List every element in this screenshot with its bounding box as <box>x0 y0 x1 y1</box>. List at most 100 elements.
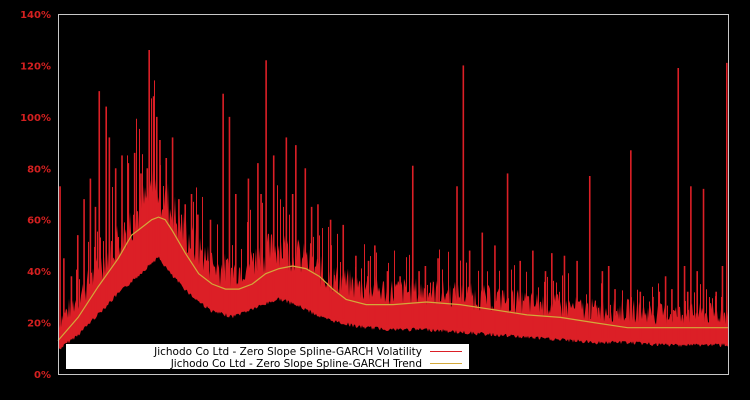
volatility-spike <box>376 252 377 324</box>
volatility-spike <box>437 258 439 326</box>
volatility-spike <box>232 245 233 313</box>
volatility-spike <box>456 186 458 328</box>
volatility-spike <box>228 116 231 312</box>
volatility-spike <box>197 214 199 296</box>
volatility-spike <box>217 224 218 309</box>
volatility-spike <box>94 206 97 314</box>
volatility-spike <box>329 219 332 316</box>
volatility-spike <box>374 245 376 324</box>
volatility-spike <box>424 288 425 326</box>
volatility-spike <box>586 294 587 338</box>
volatility-spike <box>481 232 484 330</box>
volatility-spike <box>411 165 414 326</box>
volatility-spike <box>607 266 610 338</box>
volatility-spike <box>146 168 149 264</box>
volatility-spike <box>222 93 224 310</box>
volatility-spike <box>478 270 479 330</box>
volatility-spikes <box>58 50 728 346</box>
volatility-spike <box>667 305 668 341</box>
volatility-spike <box>685 301 686 341</box>
volatility-spike <box>514 265 515 332</box>
volatility-spike <box>108 137 111 300</box>
volatility-spike <box>76 235 79 332</box>
volatility-spike <box>328 226 329 316</box>
volatility-spike <box>277 185 278 296</box>
volatility-spike <box>563 255 566 336</box>
volatility-spike <box>386 271 389 325</box>
y-tick-label: 60% <box>27 216 51 227</box>
volatility-spike <box>283 206 284 296</box>
volatility-spike <box>433 282 434 326</box>
volatility-spike <box>622 290 623 338</box>
volatility-spike <box>165 158 168 263</box>
volatility-spike <box>532 250 534 334</box>
volatility-spike <box>700 284 701 341</box>
volatility-spike <box>595 300 596 338</box>
volatility-spike <box>334 275 335 317</box>
volatility-spike <box>94 246 95 315</box>
volatility-spike <box>59 186 61 345</box>
volatility-spike <box>124 222 125 285</box>
volatility-spike <box>211 252 212 307</box>
volatility-spike <box>103 241 104 305</box>
volatility-spike <box>639 291 642 339</box>
volatility-spike <box>409 254 410 326</box>
volatility-spike <box>114 168 117 293</box>
volatility-spike <box>154 80 155 257</box>
volatility-spike <box>468 250 471 329</box>
volatility-spike <box>112 187 113 296</box>
volatility-spike <box>553 280 554 335</box>
volatility-spike <box>253 253 254 305</box>
y-tick-label: 40% <box>27 267 51 278</box>
volatility-spike <box>442 269 443 327</box>
volatility-spike <box>331 245 332 317</box>
volatility-spike <box>712 298 713 341</box>
volatility-spike <box>462 65 465 328</box>
volatility-spike <box>280 199 281 295</box>
volatility-spike <box>649 301 650 340</box>
volatility-spike <box>171 137 174 271</box>
volatility-spike <box>152 96 155 258</box>
volatility-spike <box>133 214 134 276</box>
volatility-spike <box>250 209 251 306</box>
volatility-spike <box>317 204 319 311</box>
volatility-spike <box>97 231 98 311</box>
volatility-spike <box>247 222 248 307</box>
volatility-spike <box>91 272 92 318</box>
volatility-spike <box>472 295 473 329</box>
volatility-spike <box>430 282 431 326</box>
volatility-spike <box>100 237 101 308</box>
volatility-spike <box>460 260 461 328</box>
volatility-spike <box>709 304 711 341</box>
volatility-spike <box>178 199 180 278</box>
volatility-spike <box>427 284 428 326</box>
plot-frame <box>58 14 729 375</box>
y-tick-label: 140% <box>20 10 51 21</box>
volatility-spike <box>556 282 557 336</box>
volatility-spike <box>523 300 524 333</box>
volatility-spike <box>601 283 602 338</box>
volatility-spike <box>702 188 705 341</box>
volatility-spike <box>190 194 193 291</box>
volatility-spike <box>601 271 604 338</box>
volatility-spike <box>588 176 591 338</box>
volatility-spike <box>448 251 449 327</box>
volatility-spike <box>526 271 527 333</box>
volatility-spike <box>694 292 695 341</box>
legend-label-trend: Jichodo Co Ltd - Zero Slope Spline-GARCH… <box>170 358 422 370</box>
volatility-spike <box>544 281 545 335</box>
volatility-spike <box>637 289 638 339</box>
volatility-spike <box>706 289 707 341</box>
volatility-spike <box>226 259 227 311</box>
volatility-spike <box>139 128 140 271</box>
volatility-spike <box>538 287 539 334</box>
volatility-spike <box>83 199 85 325</box>
volatility-spike <box>506 173 509 332</box>
y-tick-label: 20% <box>27 319 51 330</box>
volatility-spike <box>715 291 717 341</box>
volatility-spike <box>304 168 307 305</box>
volatility-spike <box>322 228 323 313</box>
volatility-spike <box>367 276 368 324</box>
volatility-spike <box>519 260 522 333</box>
volatility-spike <box>337 233 338 318</box>
